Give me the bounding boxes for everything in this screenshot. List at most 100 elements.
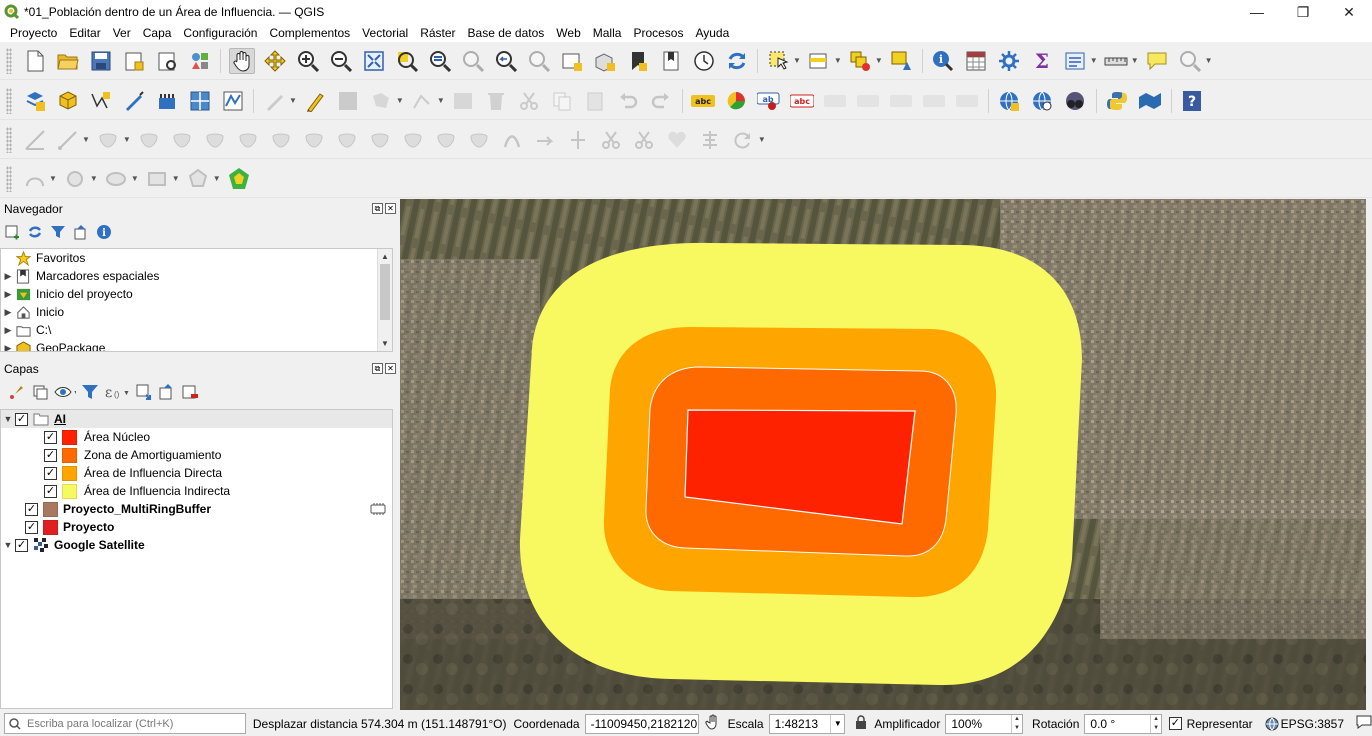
delete-selected-icon[interactable] <box>483 88 509 114</box>
float-panel-icon[interactable]: ⧉ <box>372 203 383 214</box>
new-map-view-icon[interactable] <box>559 48 585 74</box>
reshape-icon[interactable] <box>268 127 294 153</box>
align-icon[interactable] <box>697 127 723 153</box>
menu-raster[interactable]: Ráster <box>420 26 456 40</box>
collapse-arrow-icon[interactable]: ▼ <box>3 414 13 424</box>
scissors-icon[interactable] <box>598 127 624 153</box>
open-project-icon[interactable] <box>55 48 81 74</box>
chevron-down-icon[interactable]: ▼ <box>874 56 883 65</box>
multi-ring-buffer-plugin-icon[interactable] <box>226 166 252 192</box>
tree-item-geopackage[interactable]: ▶ GeoPackage <box>1 339 392 351</box>
new-virtual-layer-icon[interactable] <box>154 88 180 114</box>
menu-complementos[interactable]: Complementos <box>269 26 351 40</box>
zoom-out-icon[interactable] <box>328 48 354 74</box>
simplify-icon[interactable] <box>499 127 525 153</box>
legend-item-nucleo[interactable]: ✓ Área Núcleo <box>1 428 392 446</box>
move-label-icon[interactable] <box>888 88 914 114</box>
legend-item-checkbox[interactable]: ✓ <box>44 448 57 462</box>
chevron-down-icon[interactable]: ▼ <box>1204 56 1213 65</box>
layout-manager-icon[interactable] <box>154 48 180 74</box>
open-attribute-table-icon[interactable] <box>963 48 989 74</box>
expand-all-icon[interactable] <box>135 383 153 404</box>
rotation-spinbox[interactable]: 0.0 ° ▲ ▼ <box>1084 713 1163 734</box>
properties-info-icon[interactable]: i <box>96 224 112 243</box>
split-features-icon[interactable] <box>334 127 360 153</box>
menu-base-de-datos[interactable]: Base de datos <box>467 26 545 40</box>
minimize-button[interactable]: — <box>1250 4 1264 20</box>
chevron-down-icon[interactable]: ▼ <box>793 56 801 65</box>
python-console-icon[interactable] <box>1104 88 1130 114</box>
select-features-icon[interactable] <box>766 48 792 74</box>
heart-shape-icon[interactable] <box>664 127 690 153</box>
add-circular-string-icon[interactable] <box>22 166 48 192</box>
tree-item-marcadores[interactable]: ▶ Marcadores espaciales <box>1 267 392 285</box>
browser-scrollbar[interactable]: ▲ ▼ <box>377 249 392 351</box>
toolbar-grip[interactable] <box>6 47 12 74</box>
chevron-down-icon[interactable]: ▼ <box>830 714 844 733</box>
zoom-full-icon[interactable] <box>361 48 387 74</box>
new-print-layout-icon[interactable] <box>121 48 147 74</box>
coordinate-field[interactable]: -11009450,2182120 <box>584 713 699 734</box>
chevron-down-icon[interactable]: ▼ <box>436 96 445 105</box>
delete-ring-icon[interactable] <box>202 127 228 153</box>
filter-legend-icon[interactable] <box>81 383 99 404</box>
show-hide-labels-icon[interactable] <box>855 88 881 114</box>
scroll-down-icon[interactable]: ▼ <box>381 339 389 348</box>
menu-editar[interactable]: Editar <box>69 26 101 40</box>
map-canvas[interactable] <box>400 199 1366 710</box>
zoom-next-icon[interactable] <box>526 48 552 74</box>
toolbar-grip[interactable] <box>6 87 12 114</box>
menu-proyecto[interactable]: Proyecto <box>10 26 58 40</box>
rotate-point-symbols-icon[interactable] <box>466 127 492 153</box>
merge-attributes-icon[interactable] <box>433 127 459 153</box>
copy-features-icon[interactable] <box>549 88 575 114</box>
gpx-plugin-icon[interactable] <box>1137 88 1163 114</box>
collapse-all-icon[interactable] <box>73 224 89 243</box>
toolbar-grip[interactable] <box>6 165 12 192</box>
chevron-down-icon[interactable]: ▼ <box>757 135 766 144</box>
collapse-arrow-icon[interactable]: ▼ <box>3 540 13 550</box>
legend-item-directa[interactable]: ✓ Área de Influencia Directa <box>1 464 392 482</box>
layer-visibility-checkbox[interactable]: ✓ <box>15 412 28 426</box>
expand-arrow-icon[interactable]: ▶ <box>4 306 12 317</box>
statistics-sigma-icon[interactable]: Σ <box>1029 48 1055 74</box>
remove-layer-icon[interactable] <box>181 383 199 404</box>
refresh-icon[interactable] <box>724 48 750 74</box>
menu-malla[interactable]: Malla <box>592 26 622 40</box>
legend-item-checkbox[interactable]: ✓ <box>44 466 57 480</box>
split-parts-icon[interactable] <box>367 127 393 153</box>
scroll-up-icon[interactable]: ▲ <box>381 252 389 261</box>
chevron-down-icon[interactable]: ▼ <box>82 135 90 144</box>
merge-features-icon[interactable] <box>400 127 426 153</box>
layer-visibility-checkbox[interactable]: ✓ <box>25 520 38 534</box>
save-project-icon[interactable] <box>88 48 114 74</box>
menu-ver[interactable]: Ver <box>112 26 131 40</box>
new-temporary-layer-icon[interactable] <box>121 88 147 114</box>
menu-ayuda[interactable]: Ayuda <box>695 26 730 40</box>
temporal-controller-icon[interactable] <box>691 48 717 74</box>
show-bookmarks-icon[interactable] <box>658 48 684 74</box>
new-shapefile-layer-icon[interactable] <box>88 88 114 114</box>
add-rectangle-icon[interactable] <box>144 166 170 192</box>
filter-expression-icon[interactable]: ε() ▼ <box>104 383 130 404</box>
menu-configuracion[interactable]: Configuración <box>183 26 258 40</box>
add-ring-icon[interactable] <box>95 127 121 153</box>
add-circle-icon[interactable] <box>62 166 88 192</box>
expand-arrow-icon[interactable]: ▶ <box>4 270 12 281</box>
offset-curve-icon[interactable] <box>301 127 327 153</box>
add-group-icon[interactable] <box>31 383 49 404</box>
new-project-icon[interactable] <box>22 48 48 74</box>
menu-vectorial[interactable]: Vectorial <box>362 26 409 40</box>
toggle-extents-icon[interactable] <box>705 714 721 733</box>
layer-visibility-checkbox[interactable]: ✓ <box>25 502 38 516</box>
layer-multiringbuffer[interactable]: ✓ Proyecto_MultiRingBuffer <box>1 500 392 518</box>
help-icon[interactable]: ? <box>1179 88 1205 114</box>
select-location-icon[interactable] <box>888 48 914 74</box>
cut-features-icon[interactable] <box>516 88 542 114</box>
modify-attributes-icon[interactable] <box>450 88 476 114</box>
map-tips-icon[interactable] <box>1144 48 1170 74</box>
locator-search-input[interactable]: Escriba para localizar (Ctrl+K) <box>4 713 246 734</box>
expand-arrow-icon[interactable]: ▶ <box>4 288 12 299</box>
refresh-icon[interactable] <box>27 224 43 243</box>
new-3d-map-view-icon[interactable] <box>592 48 618 74</box>
